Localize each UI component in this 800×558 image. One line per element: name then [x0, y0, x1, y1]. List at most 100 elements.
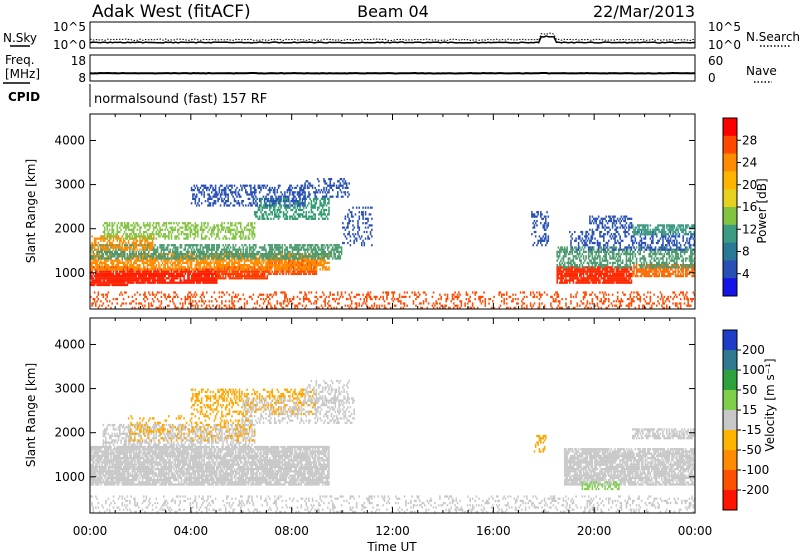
power-cell — [152, 231, 154, 233]
power-cell — [561, 273, 563, 275]
power-cell — [324, 218, 326, 220]
power-cell — [321, 216, 323, 218]
power-cell — [108, 244, 110, 246]
power-cell — [345, 193, 347, 195]
power-cell — [206, 260, 208, 262]
power-cell — [302, 257, 304, 259]
power-cell — [117, 271, 119, 273]
power-cell — [219, 257, 221, 259]
nsearch-tick-low: 10^0 — [708, 38, 741, 52]
power-cell — [279, 216, 281, 218]
power-cell — [122, 235, 124, 237]
power-cell — [254, 185, 256, 187]
power-cell — [317, 178, 319, 180]
power-cell — [259, 251, 261, 253]
power-cell — [285, 260, 287, 262]
power-cell — [133, 229, 135, 231]
power-cell — [137, 255, 139, 257]
power-cell — [127, 244, 129, 246]
power-cell — [359, 218, 361, 220]
power-cell — [211, 235, 213, 237]
power-cell — [171, 222, 173, 224]
power-cell — [212, 257, 214, 259]
power-cell — [196, 246, 198, 248]
power-cell — [275, 213, 277, 215]
power-cell — [195, 229, 197, 231]
power-cell — [122, 222, 124, 224]
power-cell — [163, 251, 165, 253]
power-cell — [243, 249, 245, 251]
power-cell — [330, 180, 332, 182]
power-cell — [229, 238, 231, 240]
power-cell — [217, 233, 219, 235]
power-cell — [246, 268, 248, 270]
power-cell — [128, 240, 130, 242]
power-cell — [101, 257, 103, 259]
power-cell — [221, 191, 223, 193]
power-cell — [129, 249, 131, 251]
power-cell — [316, 266, 318, 268]
power-cell — [328, 246, 330, 248]
power-cell — [147, 240, 149, 242]
power-cell — [221, 185, 223, 187]
power-cell — [171, 260, 173, 262]
power-cell — [284, 202, 286, 204]
power-cell — [254, 227, 256, 229]
power-cell — [163, 244, 165, 246]
power-cell — [287, 249, 289, 251]
power-cell — [209, 255, 211, 257]
power-cell — [166, 227, 168, 229]
power-cell — [371, 218, 373, 220]
power-cell — [215, 189, 217, 191]
power-cell — [324, 251, 326, 253]
power-cell — [178, 264, 180, 266]
power-cell — [220, 231, 222, 233]
nsearch-label: N.Search — [746, 30, 800, 44]
power-cell — [95, 257, 97, 259]
power-cell — [146, 231, 148, 233]
power-cell — [365, 238, 367, 240]
power-cell — [294, 260, 296, 262]
power-cell — [241, 273, 243, 275]
power-cell — [91, 235, 93, 237]
power-cell — [93, 255, 95, 257]
power-cell — [122, 244, 124, 246]
power-cell — [125, 229, 127, 231]
power-cell — [362, 213, 364, 215]
power-cell — [230, 246, 232, 248]
power-cell — [219, 198, 221, 200]
power-cell — [128, 268, 130, 270]
power-cell — [197, 244, 199, 246]
power-cell — [264, 185, 266, 187]
power-cell — [139, 235, 141, 237]
power-cell — [249, 251, 251, 253]
power-cell — [273, 253, 275, 255]
power-cell — [158, 233, 160, 235]
power-cell — [124, 282, 126, 284]
power-cell — [100, 279, 102, 281]
power-cell — [253, 251, 255, 253]
power-cell — [246, 246, 248, 248]
power-cell — [123, 233, 125, 235]
power-cell — [227, 222, 229, 224]
power-cell — [256, 202, 258, 204]
power-cell — [185, 246, 187, 248]
power-cell — [217, 224, 219, 226]
power-cell — [352, 220, 354, 222]
power-cell — [200, 249, 202, 251]
power-cell — [219, 244, 221, 246]
power-cell — [209, 189, 211, 191]
power-cell — [193, 260, 195, 262]
power-cell — [220, 255, 222, 257]
power-cell — [219, 246, 221, 248]
power-cell — [143, 222, 145, 224]
power-cell — [117, 257, 119, 259]
power-cell — [359, 227, 361, 229]
power-cell — [294, 204, 296, 206]
power-cell — [104, 229, 106, 231]
power-cell — [159, 266, 161, 268]
power-cell — [265, 187, 267, 189]
power-cell — [146, 244, 148, 246]
power-cell — [201, 233, 203, 235]
power-cell — [274, 187, 276, 189]
